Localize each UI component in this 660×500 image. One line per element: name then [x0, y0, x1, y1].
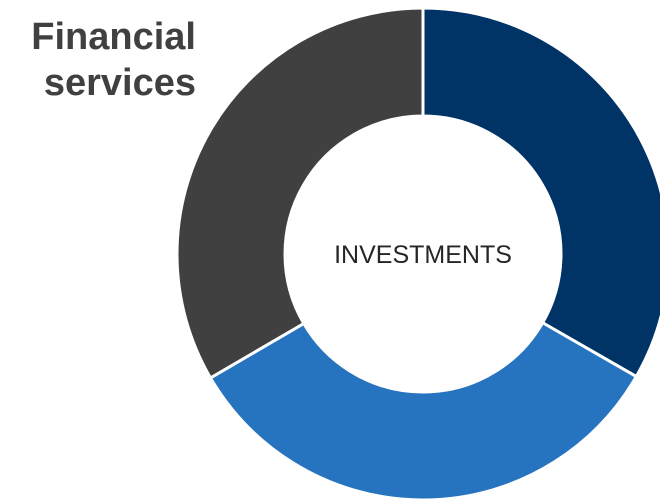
title-line-1: Financial — [31, 16, 196, 58]
donut-slice-1 — [421, 6, 660, 379]
donut-center-label: INVESTMENTS — [334, 241, 512, 269]
donut-slice-3 — [175, 6, 425, 380]
page-title: Financial services — [0, 14, 196, 106]
donut-slices — [175, 6, 660, 500]
donut-slice-2 — [208, 320, 639, 500]
title-line-2: services — [43, 62, 196, 104]
